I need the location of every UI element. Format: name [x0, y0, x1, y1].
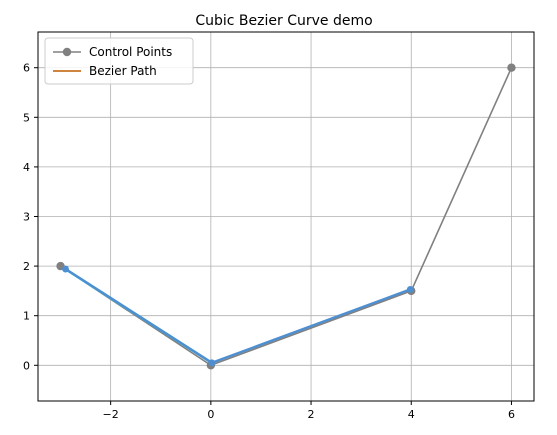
x-tick-label: 0	[207, 408, 214, 421]
grid-layer	[38, 32, 534, 401]
x-tick-label: −2	[103, 408, 119, 421]
x-tick-label: 4	[408, 408, 415, 421]
bezier-overlay-point	[208, 359, 216, 367]
x-tick-label: 6	[508, 408, 515, 421]
y-tick-label: 3	[23, 211, 30, 224]
y-tick-label: 1	[23, 310, 30, 323]
control-points-line	[60, 67, 513, 367]
y-tick-label: 6	[23, 62, 30, 75]
legend-marker-control-points	[62, 47, 72, 57]
ticks-layer: −2 0 2 4 6 0 1 2 3 4 5 6	[23, 62, 515, 421]
legend-label-control-points: Control Points	[89, 45, 172, 59]
y-tick-label: 2	[23, 260, 30, 273]
bezier-overlay-point	[62, 265, 69, 273]
series-layer	[56, 63, 516, 370]
y-tick-label: 5	[23, 111, 30, 124]
x-tick-label: 2	[308, 408, 315, 421]
y-tick-label: 0	[23, 359, 30, 372]
legend-box	[44, 37, 194, 85]
legend: Control Points Bezier Path	[44, 37, 194, 85]
y-tick-label: 4	[23, 161, 30, 174]
bezier-overlay-point	[406, 286, 414, 293]
control-point-marker	[507, 63, 516, 72]
chart-title: Cubic Bezier Curve demo	[195, 13, 372, 29]
legend-label-bezier-path: Bezier Path	[89, 64, 157, 78]
